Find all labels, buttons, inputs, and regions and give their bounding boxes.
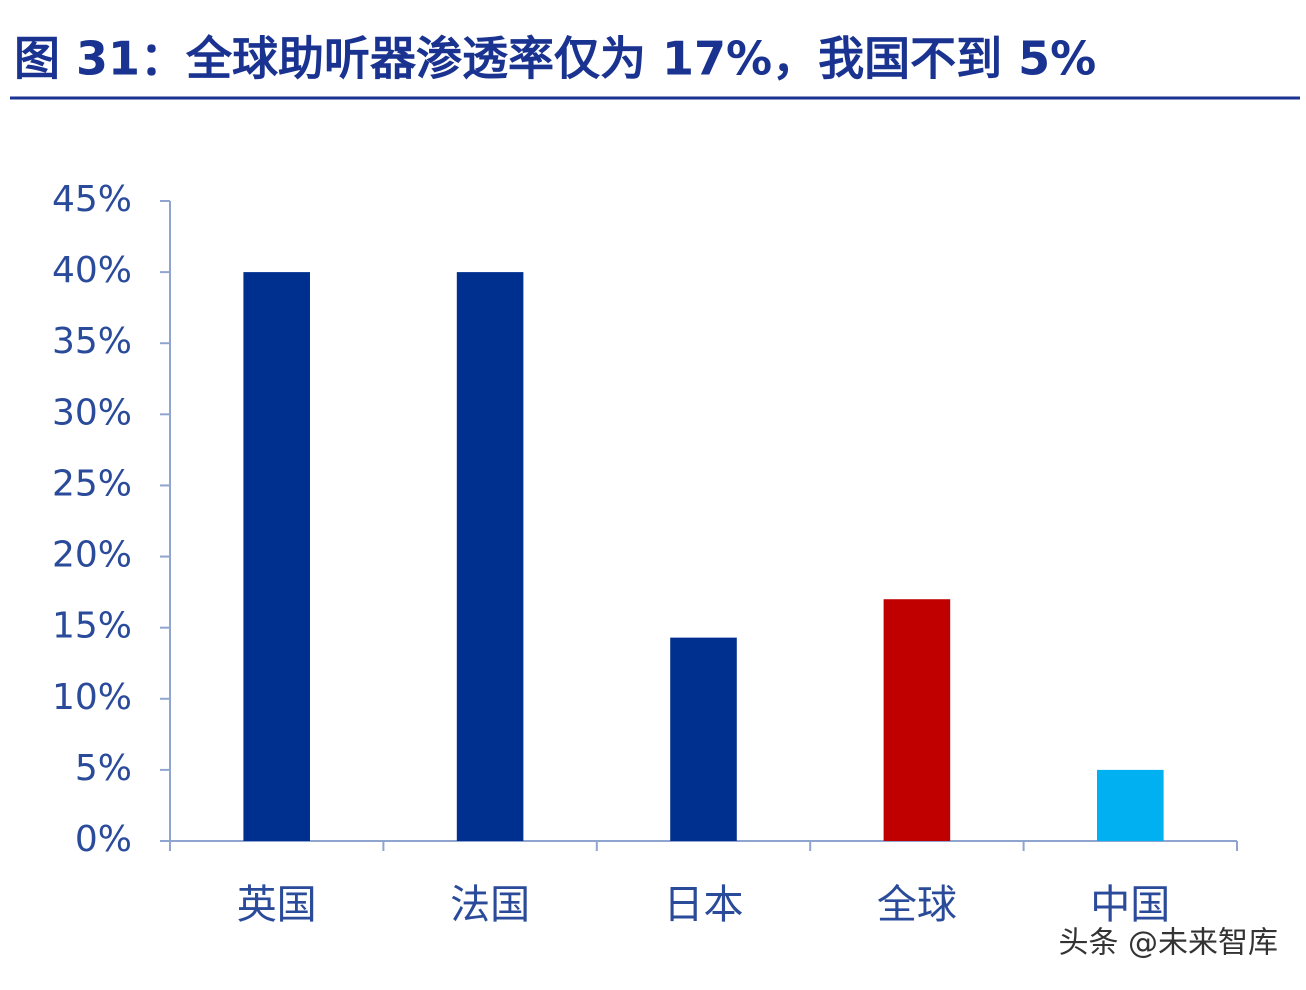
watermark: 头条 @未来智库 — [1058, 926, 1278, 961]
bar — [456, 272, 524, 842]
y-tick-label: 45% — [52, 179, 132, 220]
x-tick-label: 全球 — [877, 882, 957, 928]
x-tick-label: 法国 — [450, 882, 530, 928]
chart-title: 图 31：全球助听器渗透率仅为 17%，我国不到 5% — [14, 32, 1096, 86]
y-tick-label: 15% — [52, 606, 132, 647]
bar — [243, 272, 310, 842]
x-tick-label: 中国 — [1090, 882, 1170, 928]
y-tick-label: 35% — [52, 321, 132, 362]
bar — [883, 599, 951, 841]
bar — [1097, 769, 1164, 841]
bar — [670, 637, 737, 841]
x-tick-label: 日本 — [664, 882, 744, 928]
y-tick-label: 5% — [75, 748, 132, 789]
x-tick-label: 英国 — [237, 882, 317, 928]
y-tick-label: 0% — [75, 819, 132, 860]
y-tick-label: 20% — [52, 535, 132, 576]
y-tick-label: 30% — [52, 392, 132, 433]
y-tick-label: 25% — [52, 463, 132, 504]
y-tick-label: 10% — [52, 677, 132, 718]
y-tick-label: 40% — [52, 250, 132, 291]
